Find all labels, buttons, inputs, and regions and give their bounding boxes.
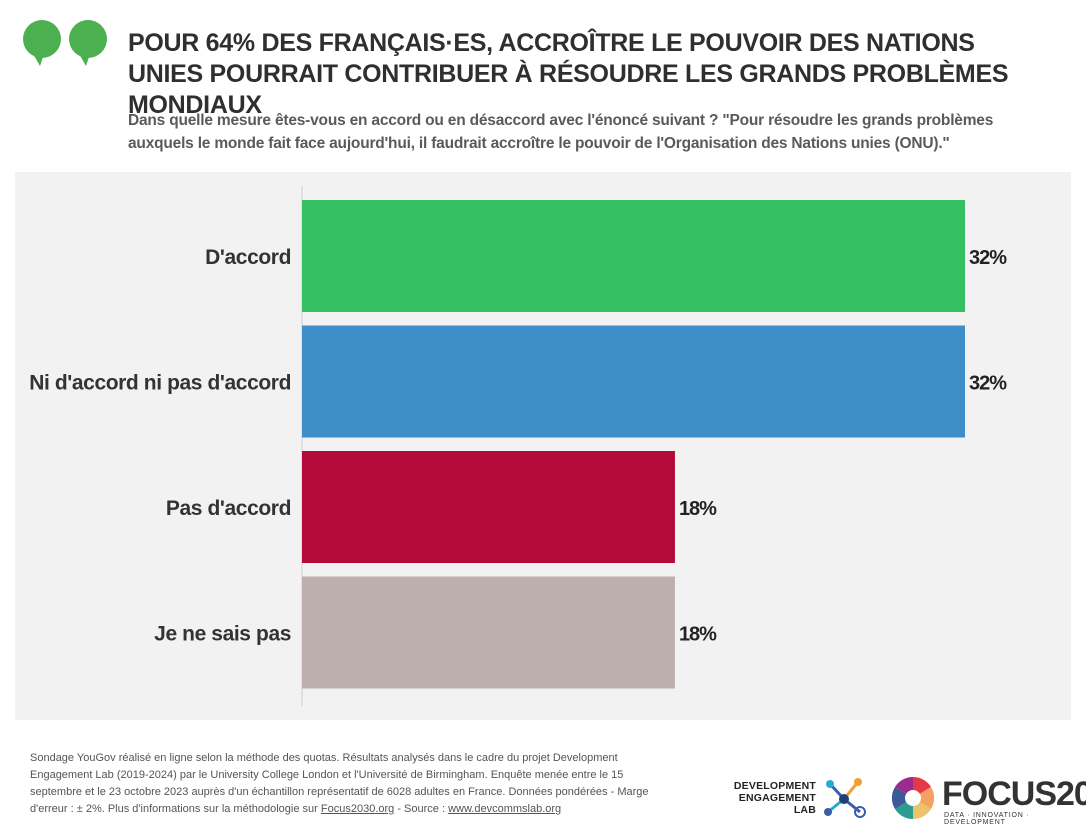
category-label-1: Ni d'accord ni pas d'accord bbox=[29, 372, 291, 395]
bar-2 bbox=[302, 451, 675, 563]
category-label-2: Pas d'accord bbox=[166, 497, 291, 520]
page-title: POUR 64% DES FRANÇAIS·ES, ACCROÎTRE LE P… bbox=[128, 29, 1009, 119]
value-label-0: 32% bbox=[969, 247, 1007, 269]
focus-logo-name: FOCUS2030 bbox=[942, 775, 1086, 813]
value-label-2: 18% bbox=[679, 498, 717, 520]
bar-0 bbox=[302, 200, 965, 312]
del-line-2: ENGAGEMENT bbox=[738, 792, 816, 804]
category-label-3: Je ne sais pas bbox=[154, 623, 291, 646]
del-line-1: DEVELOPMENT bbox=[733, 780, 816, 792]
quote-bubbles-icon bbox=[23, 20, 107, 66]
bar-3 bbox=[302, 576, 675, 689]
devcommslab-link[interactable]: www.devcommslab.org bbox=[448, 803, 562, 815]
question-subtitle: Dans quelle mesure êtes-vous en accord o… bbox=[128, 112, 994, 152]
focus2030-link[interactable]: Focus2030.org bbox=[320, 803, 395, 815]
chart-panel: D'accord 32% Ni d'accord ni pas d'accord 32… bbox=[15, 172, 1071, 720]
development-engagement-lab-logo: DEVELOPMENT ENGAGEMENT LAB bbox=[732, 774, 872, 824]
category-label-0: D'accord bbox=[205, 246, 291, 269]
note-text: Sondage YouGov réalisé en ligne selon la… bbox=[30, 752, 649, 815]
del-line-3: LAB bbox=[793, 804, 816, 816]
focus2030-logo: FOCUS2030 DATA · INNOVATION · DEVELOPMEN… bbox=[890, 773, 1086, 826]
source-prefix: - Source : bbox=[394, 803, 449, 815]
methodology-note: Sondage YouGov réalisé en ligne selon la… bbox=[30, 750, 660, 818]
value-label-1: 32% bbox=[969, 373, 1007, 395]
bar-chart: D'accord 32% Ni d'accord ni pas d'accord 32… bbox=[29, 186, 1008, 706]
focus-logo-tagline: DATA · INNOVATION · DEVELOPMENT bbox=[944, 812, 1030, 826]
focus-aperture-icon bbox=[891, 776, 935, 820]
value-label-3: 18% bbox=[679, 624, 717, 646]
del-logo-text: DEVELOPMENT ENGAGEMENT LAB bbox=[732, 780, 816, 816]
del-network-icon bbox=[824, 778, 866, 818]
bar-1 bbox=[302, 325, 965, 438]
